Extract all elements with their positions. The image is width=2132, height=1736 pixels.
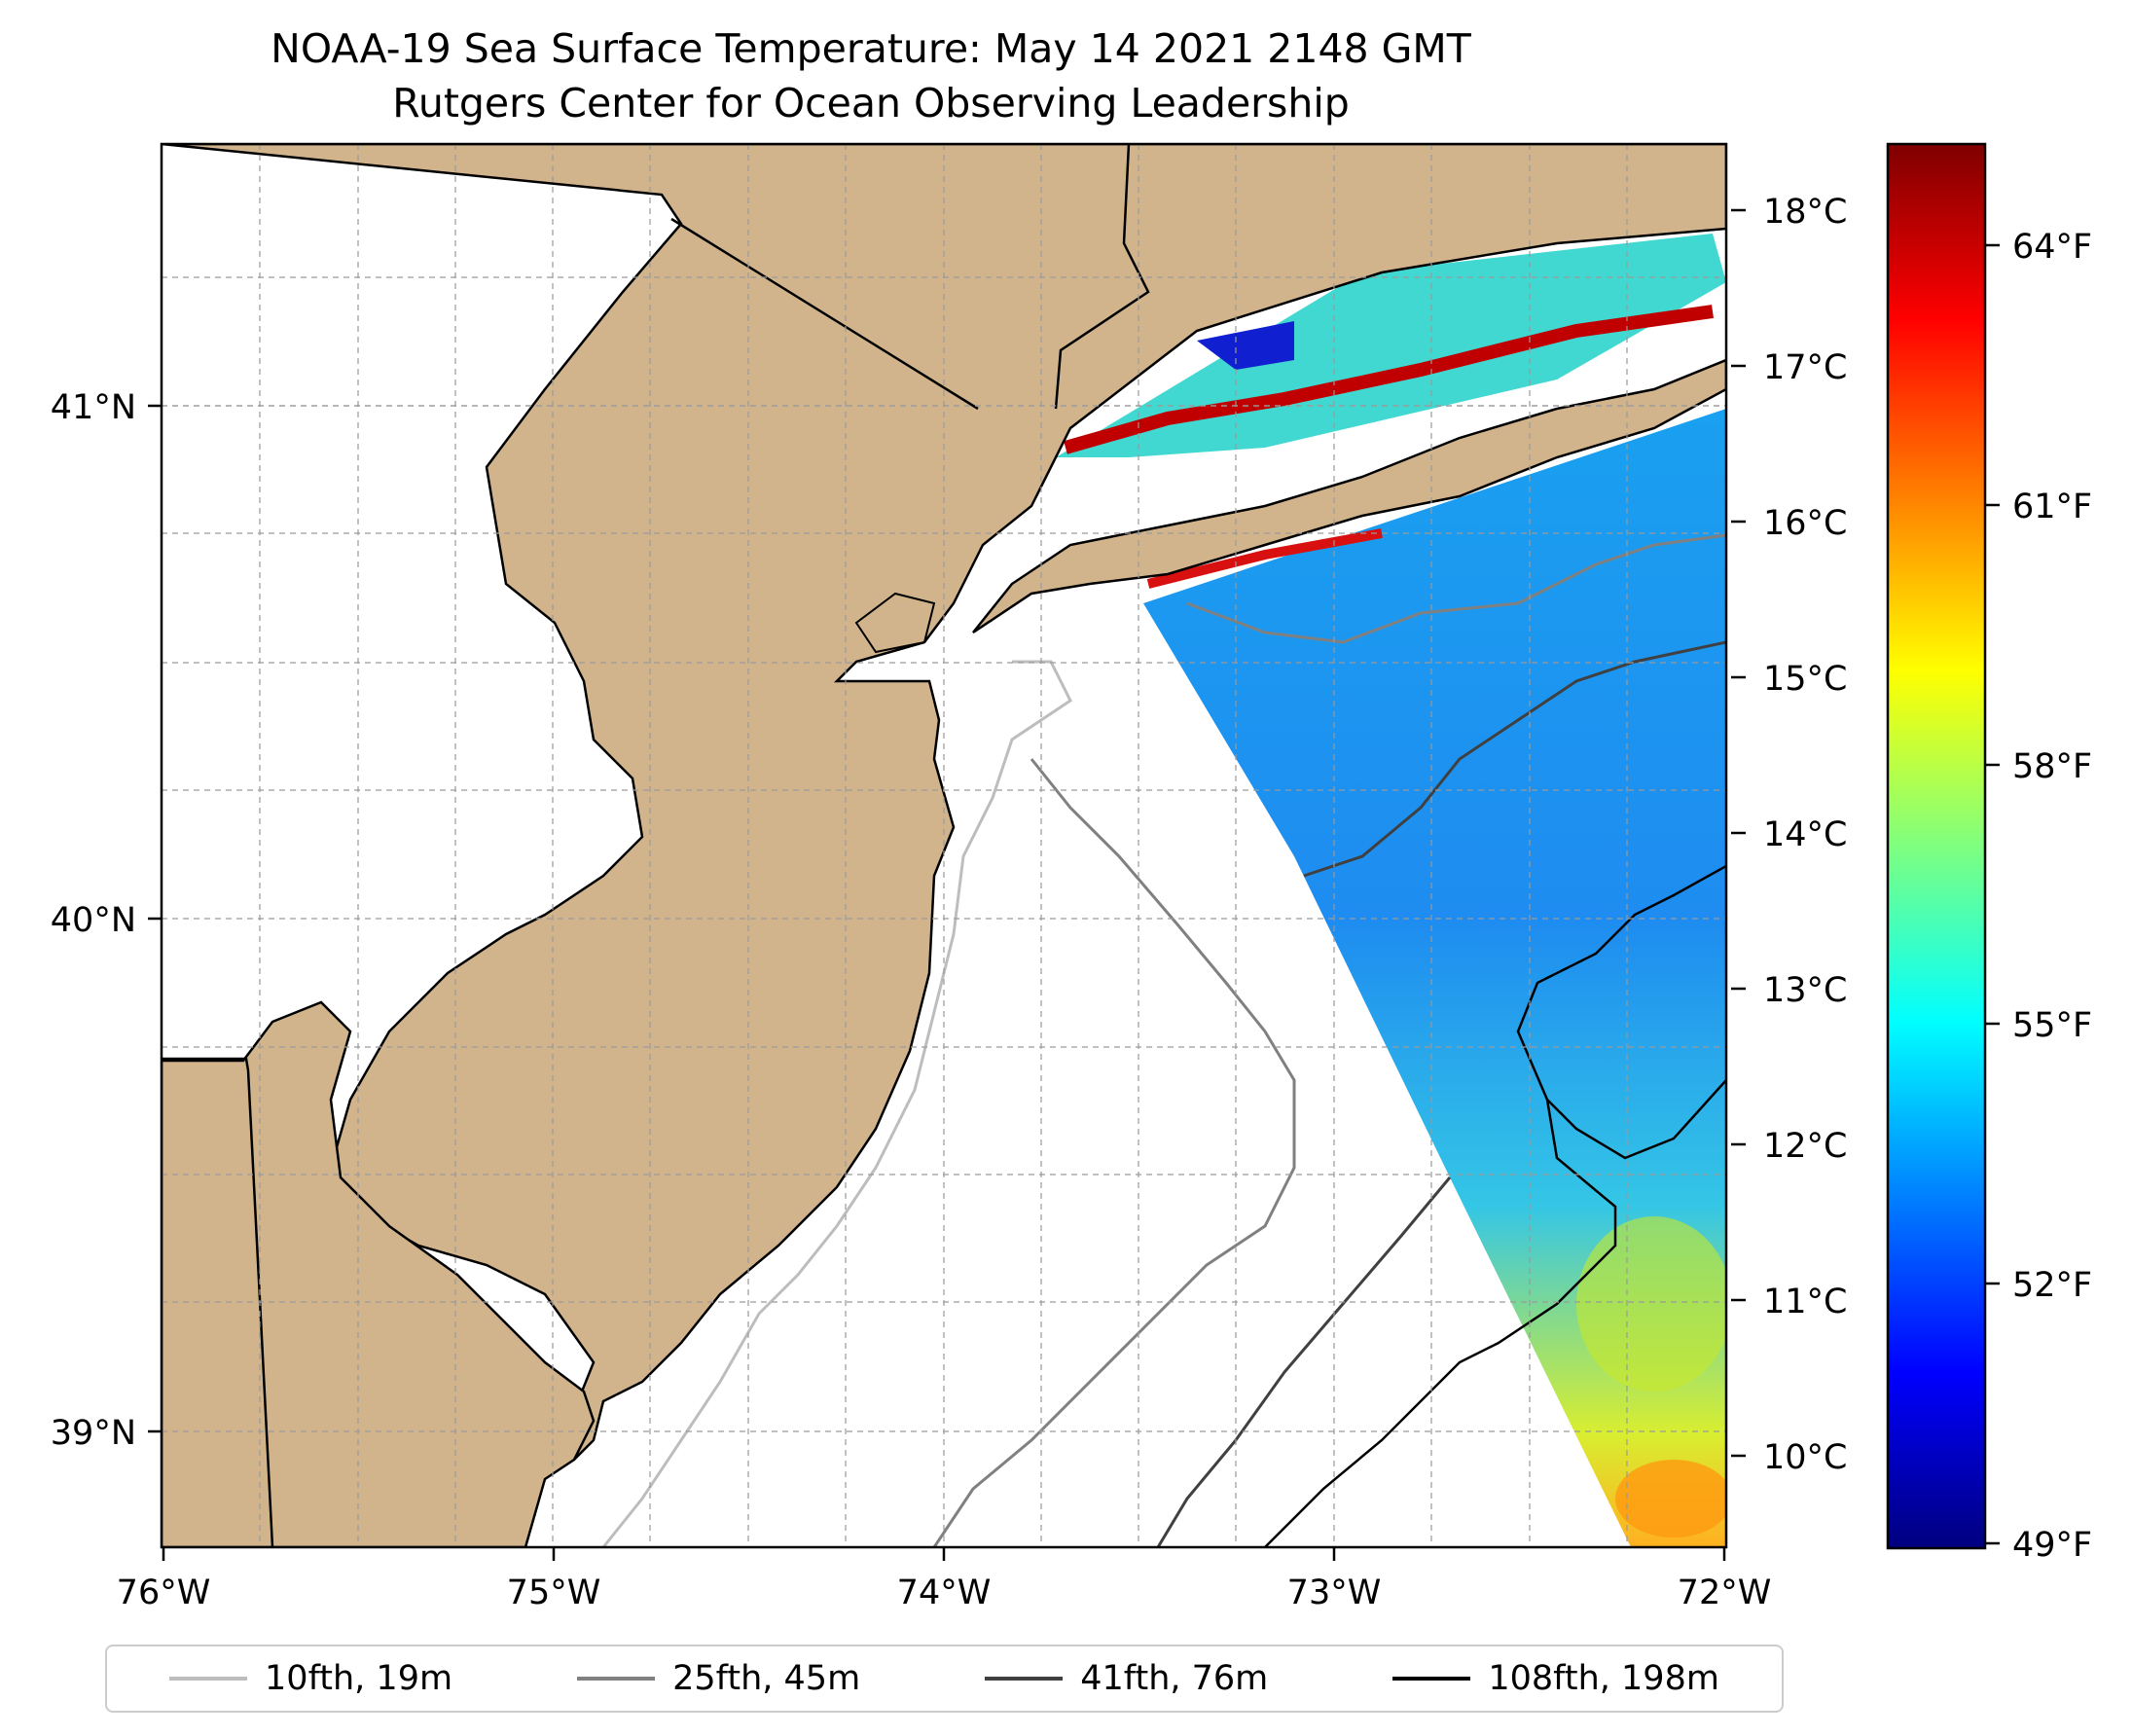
legend-label: 25fth, 45m	[672, 1659, 861, 1698]
legend: 10fth, 19m 25fth, 45m 41fth, 76m 108fth,…	[105, 1645, 1784, 1713]
state-border-ny-ct	[1054, 144, 1150, 410]
fahrenheit-tick-label: 49°F	[2012, 1526, 2092, 1565]
sst-south-shore-warm	[1146, 528, 1383, 589]
celsius-tick-label: 15°C	[1763, 660, 1847, 699]
celsius-tick-label: 13°C	[1763, 971, 1847, 1010]
legend-swatch	[577, 1677, 656, 1681]
legend-swatch	[1392, 1677, 1471, 1681]
contour-25fth	[932, 533, 1726, 1547]
x-tick-label: 75°W	[507, 1573, 601, 1612]
celsius-tick-label: 12°C	[1763, 1127, 1847, 1166]
colorbar-celsius-axis: 18°C 17°C 16°C 15°C 14°C 13°C 12°C 11°C …	[1731, 193, 1847, 1477]
y-tick-label: 40°N	[51, 901, 136, 940]
sst-sound	[1056, 234, 1726, 457]
x-tick-label: 73°W	[1287, 1573, 1382, 1612]
map-content	[162, 144, 1726, 1547]
fahrenheit-tick-label: 52°F	[2012, 1266, 2092, 1305]
legend-item: 25fth, 45m	[577, 1659, 860, 1698]
state-border-ny-nj	[670, 217, 979, 411]
contour-41fth	[1156, 640, 1726, 1547]
legend-label: 10fth, 19m	[265, 1659, 453, 1698]
legend-swatch	[169, 1677, 248, 1681]
x-axis: 76°W 75°W 74°W 73°W 72°W	[117, 1547, 1772, 1612]
fahrenheit-tick-label: 58°F	[2012, 747, 2092, 786]
celsius-tick-label: 10°C	[1763, 1438, 1847, 1477]
legend-item: 41fth, 76m	[985, 1659, 1268, 1698]
colorbar	[1886, 142, 1987, 1550]
contour-108fth	[1264, 864, 1726, 1547]
celsius-tick-label: 17°C	[1763, 348, 1847, 387]
sst-swath	[1143, 409, 1726, 1547]
fahrenheit-tick-label: 55°F	[2012, 1006, 2092, 1045]
legend-label: 108fth, 198m	[1488, 1659, 1719, 1698]
land-delmarva	[162, 1000, 596, 1547]
fahrenheit-tick-label: 61°F	[2012, 488, 2092, 526]
legend-item: 108fth, 198m	[1392, 1659, 1719, 1698]
x-tick-label: 72°W	[1678, 1573, 1772, 1612]
grid	[162, 144, 1726, 1547]
fahrenheit-tick-label: 64°F	[2012, 228, 2092, 267]
figure-subtitle: Rutgers Center for Ocean Observing Leade…	[392, 80, 1350, 127]
figure-title: NOAA-19 Sea Surface Temperature: May 14 …	[271, 25, 1471, 72]
y-tick-label: 41°N	[51, 388, 136, 427]
sst-sound-cold	[1197, 321, 1294, 370]
celsius-tick-label: 16°C	[1763, 504, 1847, 543]
y-axis: 41°N 40°N 39°N	[51, 388, 162, 1453]
celsius-tick-label: 18°C	[1763, 193, 1847, 232]
state-border-pa-de	[162, 1057, 274, 1547]
colorbar-fahrenheit-axis: 64°F 61°F 58°F 55°F 52°F 49°F	[1985, 228, 2092, 1565]
legend-label: 41fth, 76m	[1080, 1659, 1269, 1698]
land-long-island	[972, 358, 1726, 634]
celsius-tick-label: 11°C	[1763, 1283, 1847, 1321]
celsius-tick-label: 14°C	[1763, 815, 1847, 854]
legend-item: 10fth, 19m	[169, 1659, 452, 1698]
land-staten-island	[854, 592, 936, 654]
legend-swatch	[985, 1677, 1064, 1681]
contour-10fth	[601, 660, 1072, 1547]
y-tick-label: 39°N	[51, 1414, 136, 1453]
sst-warm-patch	[1576, 1216, 1726, 1392]
sst-sound-warm-band	[1064, 305, 1714, 454]
sst-warm-patch	[1615, 1460, 1726, 1537]
x-tick-label: 76°W	[117, 1573, 211, 1612]
x-tick-label: 74°W	[897, 1573, 992, 1612]
